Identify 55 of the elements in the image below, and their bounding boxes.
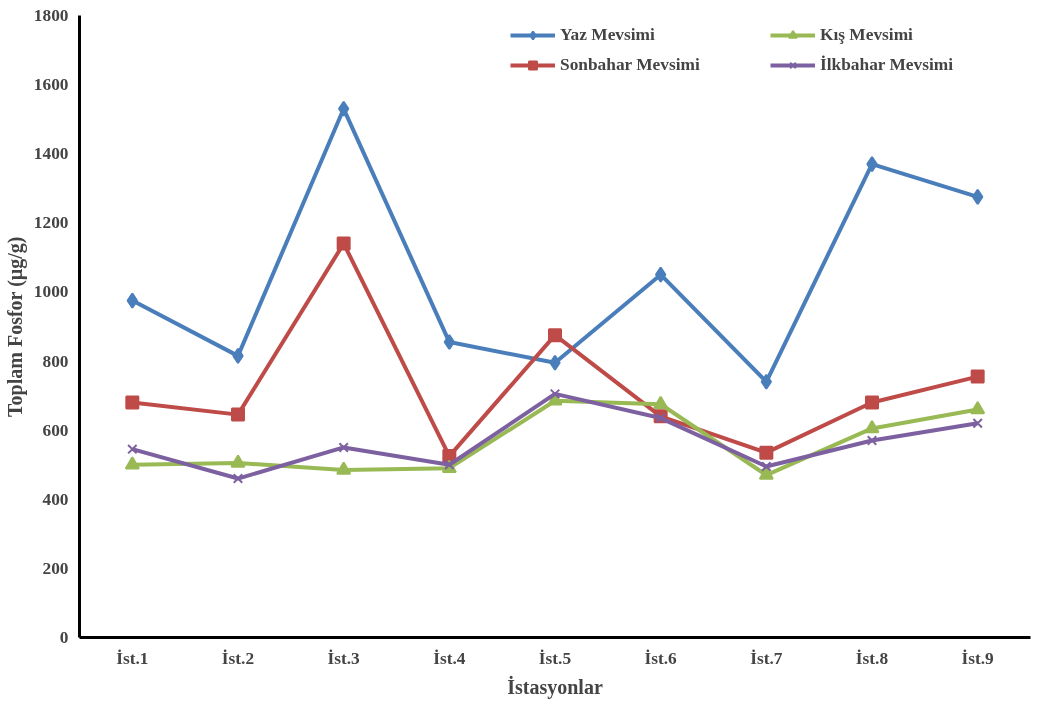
x-tick-label: İst.4 [433, 648, 466, 668]
point [125, 395, 140, 410]
point [232, 347, 244, 364]
y-tick-label: 800 [42, 351, 69, 371]
point [866, 435, 878, 446]
point [972, 418, 983, 429]
x-axis-title: İstasyonlar [507, 674, 603, 699]
x-tick-label: İst.5 [538, 648, 572, 668]
point [443, 334, 455, 351]
legend-label: Yaz Mevsimi [560, 25, 656, 45]
x-tick-label: İst.3 [327, 648, 361, 668]
y-tick-label: 1000 [33, 282, 69, 302]
point [970, 400, 986, 415]
y-tick-label: 0 [59, 628, 69, 647]
point [230, 454, 246, 468]
point [336, 461, 352, 475]
y-tick-label: 1600 [33, 75, 69, 95]
point [548, 328, 562, 343]
point [338, 100, 350, 117]
point [760, 373, 772, 390]
point [759, 445, 774, 460]
y-tick-label: 1800 [33, 6, 69, 25]
x-tick-label: İst.7 [750, 648, 783, 668]
point [127, 443, 138, 455]
legend-label: İlkbahar Mevsimi [820, 55, 955, 75]
x-tick-label: İst.6 [644, 648, 678, 668]
y-tick-label: 600 [42, 420, 69, 440]
point [972, 188, 984, 205]
x-tick-label: İst.9 [961, 648, 995, 668]
x-tick-label: İst.2 [221, 648, 255, 668]
point [549, 354, 561, 371]
point [231, 407, 245, 422]
point [232, 473, 244, 484]
y-tick-label: 1400 [33, 144, 69, 164]
point [866, 156, 878, 173]
point [126, 292, 138, 309]
point [865, 395, 879, 410]
x-tick-label: İst.1 [116, 648, 149, 668]
point [549, 388, 561, 400]
y-tick-label: 200 [42, 558, 69, 578]
x-tick-label: İst.8 [855, 648, 889, 668]
point [761, 461, 772, 472]
y-axis-title: Toplam Fosfor (µg/g) [3, 236, 27, 417]
point [336, 236, 351, 251]
point [338, 442, 349, 453]
point [655, 266, 667, 283]
legend-label: Kış Mevsimi [820, 25, 914, 45]
y-tick-label: 1200 [33, 213, 69, 233]
point [653, 395, 669, 409]
point [124, 456, 140, 470]
legend-label: Sonbahar Mevsimi [560, 55, 701, 75]
point [864, 419, 880, 434]
point [758, 466, 774, 480]
y-tick-label: 400 [42, 489, 69, 509]
point [970, 369, 985, 384]
